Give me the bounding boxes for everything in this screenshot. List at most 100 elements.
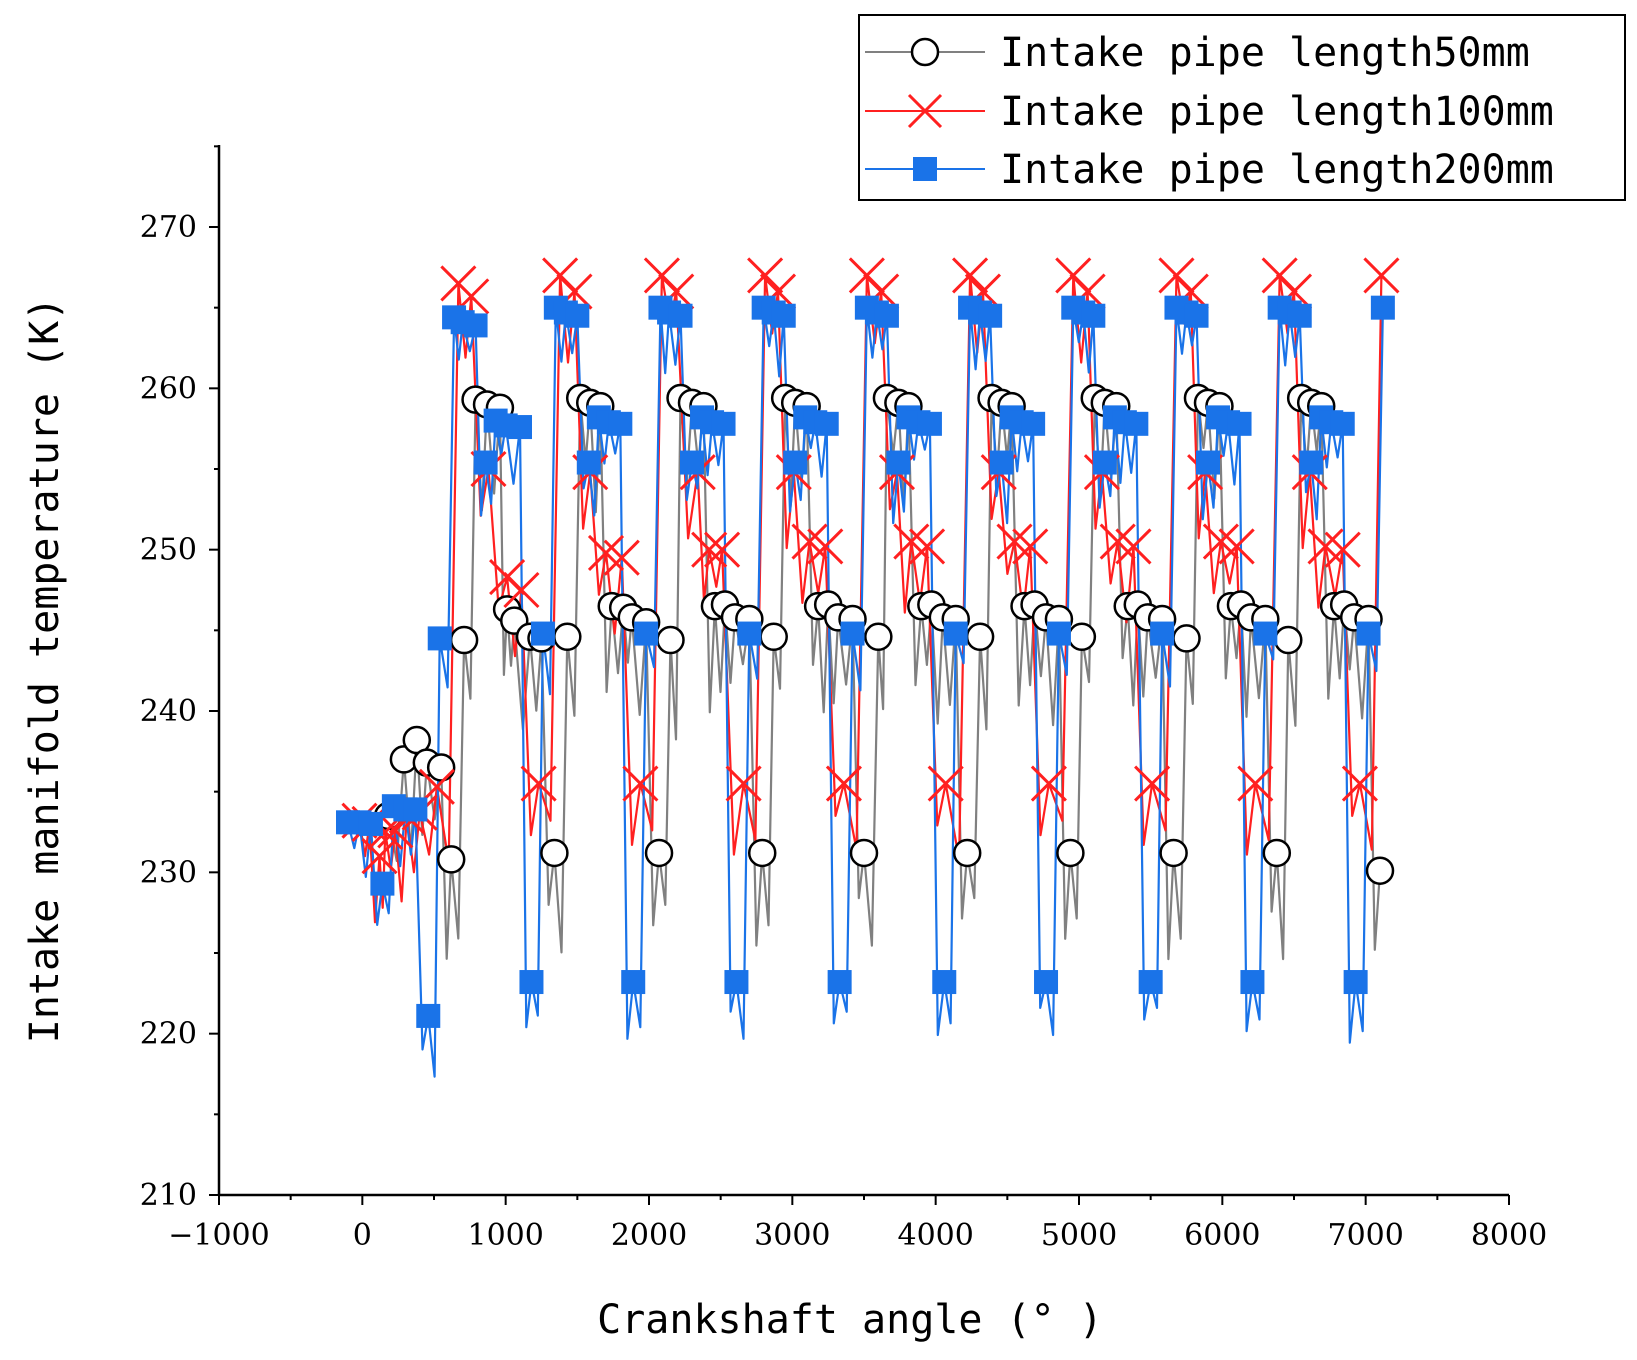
data-point: [917, 411, 942, 436]
data-point: [403, 797, 428, 822]
data-point: [1370, 295, 1395, 320]
x-tick-label: 5000: [1041, 1218, 1117, 1253]
data-point: [473, 450, 498, 475]
data-point: [576, 450, 601, 475]
series-markers: [336, 257, 1400, 1028]
data-point: [668, 303, 693, 328]
data-point: [704, 531, 741, 568]
data-point: [747, 838, 777, 868]
legend-cross-marker: [907, 93, 943, 129]
data-point: [965, 622, 995, 652]
data-point: [814, 411, 839, 436]
data-point: [783, 450, 808, 475]
data-point: [426, 753, 456, 782]
x-tick-label: 7000: [1327, 1218, 1403, 1253]
data-point: [1159, 838, 1188, 868]
y-tick-label: 210: [140, 1178, 197, 1213]
y-tick-label: 230: [140, 855, 197, 890]
legend-square-marker: [913, 157, 937, 181]
x-tick-label: 6000: [1184, 1218, 1260, 1253]
legend-entry-50mm: Intake pipe length50mm: [865, 30, 1530, 76]
series-line: [387, 396, 1382, 961]
data-point: [711, 411, 736, 436]
data-point: [436, 845, 466, 874]
data-point: [565, 303, 590, 328]
data-point: [508, 415, 532, 440]
y-axis-title: Intake manifold temperature (K): [22, 297, 68, 1044]
data-point: [691, 531, 728, 568]
x-tick-label: 0: [353, 1218, 372, 1253]
data-point: [1138, 970, 1163, 995]
data-point: [370, 871, 395, 896]
y-tick-label: 220: [140, 1017, 197, 1052]
y-tick-label: 250: [140, 533, 197, 568]
legend-label-200mm: Intake pipe length200mm: [1000, 147, 1554, 193]
data-point: [361, 838, 398, 875]
marker-group: [341, 257, 1400, 875]
data-point: [1287, 303, 1312, 328]
data-point: [771, 303, 796, 328]
data-point: [725, 765, 762, 802]
x-tick-label: 4000: [897, 1218, 973, 1253]
data-point: [827, 970, 852, 995]
data-point: [1324, 531, 1361, 568]
legend-entry-100mm: Intake pipe length100mm: [865, 89, 1554, 135]
axes: −1000 0 1000 2000 3000 4000 5000 6000 7000 8000 21…: [140, 145, 1547, 1253]
data-point: [1363, 257, 1400, 294]
data-point: [886, 450, 911, 475]
x-tick-label: 3000: [754, 1218, 830, 1253]
data-point: [1012, 528, 1049, 565]
data-point: [825, 765, 862, 802]
data-point: [680, 450, 704, 475]
data-point: [1227, 411, 1252, 436]
data-point: [874, 303, 899, 328]
data-point: [1081, 303, 1106, 328]
data-point: [644, 838, 674, 868]
data-point: [1021, 411, 1046, 436]
data-point: [1196, 450, 1220, 475]
data-point: [724, 970, 749, 995]
data-point: [909, 528, 946, 565]
data-point: [1341, 765, 1378, 802]
data-point: [1330, 411, 1355, 436]
x-axis-title: Crankshaft angle (° ): [597, 1297, 1103, 1343]
data-point: [1092, 450, 1117, 475]
x-tick-label: 1000: [467, 1218, 543, 1253]
data-point: [978, 303, 1003, 328]
data-point: [1253, 621, 1278, 646]
data-point: [1172, 624, 1201, 653]
data-point: [530, 621, 555, 646]
data-point: [358, 811, 383, 836]
data-point: [840, 621, 865, 646]
x-tick-label: 2000: [611, 1218, 687, 1253]
data-point: [427, 626, 452, 651]
legend-label-100mm: Intake pipe length100mm: [1000, 89, 1554, 135]
data-point: [1218, 528, 1255, 565]
x-tick-label: −1000: [168, 1218, 269, 1253]
data-point: [1134, 765, 1171, 802]
data-point: [1240, 970, 1265, 995]
data-point: [1067, 622, 1097, 652]
data-point: [1034, 970, 1059, 995]
data-point: [1262, 838, 1292, 868]
data-point: [952, 257, 989, 294]
data-point: [1365, 856, 1395, 885]
data-point: [634, 621, 659, 646]
data-point: [463, 313, 488, 338]
data-point: [747, 257, 784, 294]
legend-circle-marker: [910, 37, 940, 67]
data-point: [519, 970, 544, 995]
x-tick-label: 8000: [1471, 1218, 1547, 1253]
data-point: [927, 765, 964, 802]
data-point: [1343, 970, 1368, 995]
data-point: [849, 838, 879, 868]
data-point: [737, 621, 762, 646]
data-point: [759, 622, 788, 652]
data-point: [1124, 411, 1149, 436]
data-point: [1150, 621, 1175, 646]
data-point: [603, 539, 640, 576]
y-tick-label: 260: [140, 371, 197, 406]
data-point: [1115, 528, 1152, 565]
data-point: [1356, 621, 1381, 646]
